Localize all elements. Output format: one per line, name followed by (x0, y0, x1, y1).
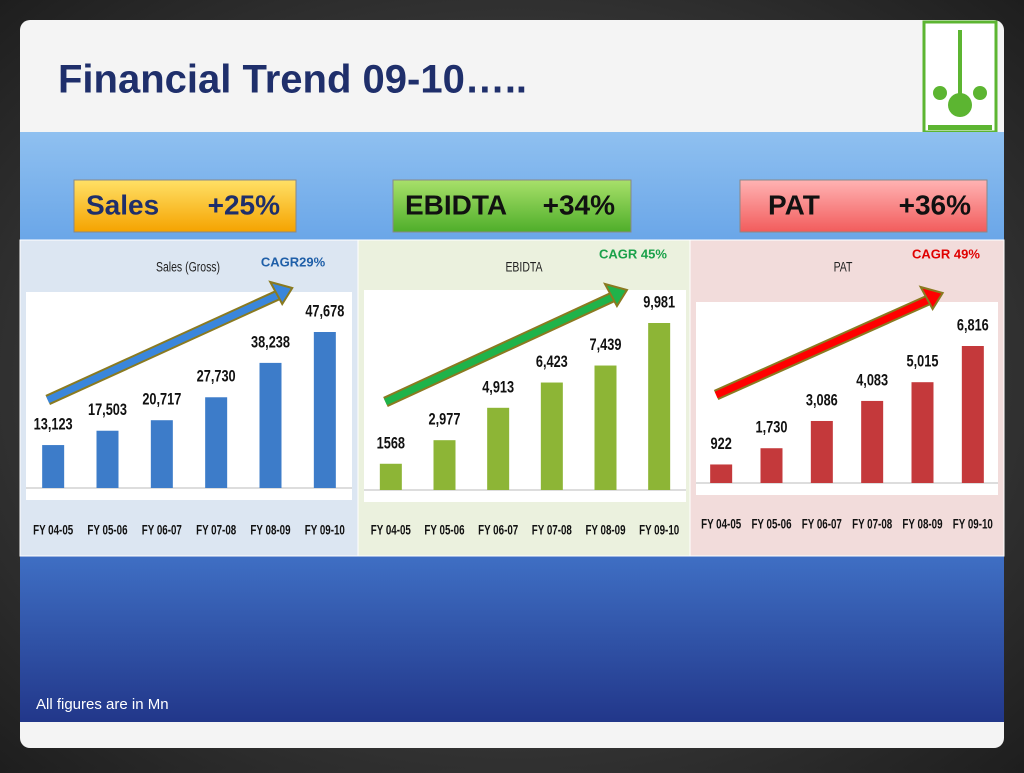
bar (648, 323, 671, 490)
value-label: 4,083 (856, 371, 888, 390)
value-label: 9,981 (643, 293, 675, 312)
bar (861, 400, 884, 483)
slide-title: Financial Trend 09-10….. (58, 58, 527, 102)
badge-growth: +34% (543, 189, 615, 220)
bar (205, 397, 228, 488)
badge-label: EBIDTA (405, 189, 507, 220)
trend-arrow-inner (383, 292, 617, 406)
x-tick-label: FY 09-10 (953, 516, 993, 532)
bar (42, 445, 65, 488)
value-label: 922 (711, 434, 732, 453)
value-label: 7,439 (590, 335, 622, 354)
bar (487, 407, 510, 490)
x-tick-label: FY 07-08 (196, 522, 236, 538)
value-label: 13,123 (34, 415, 73, 434)
value-label: 1,730 (756, 418, 788, 437)
x-tick-label: FY 07-08 (852, 516, 892, 532)
bar (96, 430, 119, 488)
logo (922, 20, 998, 134)
footnote: All figures are in Mn (36, 696, 169, 713)
chart-title: PAT (834, 259, 853, 275)
x-tick-label: FY 06-07 (478, 522, 518, 538)
x-tick-label: FY 09-10 (305, 522, 345, 538)
bar (540, 382, 563, 490)
value-label: 3,086 (806, 391, 838, 410)
x-tick-label: FY 08-09 (902, 516, 942, 532)
value-label: 20,717 (142, 390, 181, 409)
bar (810, 420, 833, 483)
plot-area (364, 290, 686, 502)
bar (911, 382, 934, 483)
value-label: 27,730 (197, 367, 236, 386)
x-tick-label: FY 08-09 (585, 522, 625, 538)
bar (760, 448, 783, 483)
cagr-label: CAGR 49% (912, 246, 980, 261)
value-label: 4,913 (482, 378, 514, 397)
trend-arrow-inner (714, 295, 933, 399)
trend-arrowhead (918, 285, 945, 311)
badge (739, 179, 988, 233)
trend-arrow-inner (46, 290, 282, 404)
x-tick-label: FY 07-08 (532, 522, 572, 538)
x-tick-label: FY 04-05 (33, 522, 73, 538)
cagr-label: CAGR 45% (599, 246, 667, 261)
badge (392, 179, 632, 233)
badge-label: Sales (86, 189, 159, 220)
x-tick-label: FY 04-05 (371, 522, 411, 538)
x-tick-label: FY 04-05 (701, 516, 741, 532)
x-tick-label: FY 08-09 (250, 522, 290, 538)
x-tick-label: FY 09-10 (639, 522, 679, 538)
badge-growth: +25% (208, 189, 280, 220)
x-tick-label: FY 06-07 (802, 516, 842, 532)
bar (150, 420, 173, 488)
bar (379, 463, 402, 490)
value-label: 6,816 (957, 316, 989, 335)
badge-label: PAT (768, 189, 820, 220)
badge-growth: +36% (899, 189, 971, 220)
bar (594, 365, 617, 490)
x-tick-label: FY 06-07 (142, 522, 182, 538)
value-label: 6,423 (536, 352, 568, 371)
bar (710, 464, 733, 483)
value-label: 17,503 (88, 401, 127, 420)
value-label: 47,678 (305, 302, 344, 321)
x-tick-label: FY 05-06 (751, 516, 791, 532)
bar (961, 346, 984, 483)
chart-title: EBIDTA (505, 259, 543, 275)
value-label: 1568 (377, 434, 405, 453)
x-tick-label: FY 05-06 (87, 522, 127, 538)
trend-arrowhead (602, 282, 629, 308)
trend-arrowhead (268, 280, 294, 306)
footer-band (20, 556, 1004, 722)
value-label: 38,238 (251, 333, 290, 352)
badge (73, 179, 297, 233)
chart-title: Sales (Gross) (156, 259, 220, 275)
value-label: 2,977 (429, 410, 461, 429)
x-tick-label: FY 05-06 (424, 522, 464, 538)
plot-area (26, 292, 352, 500)
bar (313, 332, 336, 488)
bar (433, 440, 456, 490)
cagr-label: CAGR29% (261, 254, 326, 269)
value-label: 5,015 (907, 352, 939, 371)
bar (259, 362, 282, 488)
